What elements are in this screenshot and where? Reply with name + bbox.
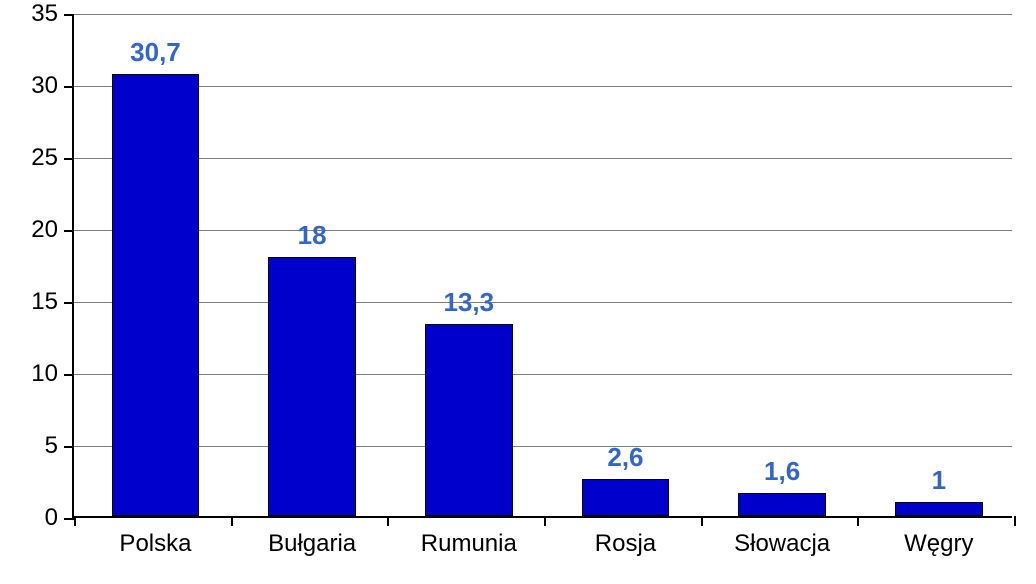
gridline: [74, 158, 1012, 159]
x-tick-label: Węgry: [904, 530, 973, 558]
bar-value-label: 2,6: [607, 442, 643, 473]
bar-value-label: 1: [932, 465, 946, 496]
bar-value-label: 18: [298, 220, 327, 251]
y-tick-label: 20: [31, 216, 58, 244]
x-tick-label: Rumunia: [421, 530, 517, 558]
y-tick-label: 10: [31, 360, 58, 388]
bar: [582, 479, 670, 516]
y-tick: [64, 446, 74, 448]
x-tick-label: Słowacja: [734, 530, 830, 558]
gridline: [74, 86, 1012, 87]
bar-chart: 0 5 10 15 20 25 30 35 30,7 Polska 18 Bułgaria 13,3 Ru…: [0, 0, 1036, 584]
x-tick: [387, 516, 389, 526]
bar: [268, 257, 356, 516]
y-tick: [64, 518, 74, 520]
gridline: [74, 14, 1012, 15]
gridline: [74, 374, 1012, 375]
x-tick-label: Polska: [119, 530, 191, 558]
y-tick-label: 30: [31, 72, 58, 100]
gridline: [74, 446, 1012, 447]
plot-area: 0510152025303530,7Polska18Bułgaria13,3Ru…: [72, 14, 1012, 518]
y-tick-label: 15: [31, 288, 58, 316]
x-tick-label: Rosja: [595, 530, 656, 558]
x-tick: [1014, 516, 1016, 526]
y-tick-label: 5: [45, 432, 58, 460]
x-tick: [701, 516, 703, 526]
bar: [425, 324, 513, 516]
x-tick: [231, 516, 233, 526]
bar-value-label: 30,7: [130, 37, 181, 68]
bar: [112, 74, 200, 516]
gridline: [74, 230, 1012, 231]
y-tick: [64, 86, 74, 88]
x-tick: [857, 516, 859, 526]
y-tick: [64, 14, 74, 16]
y-tick: [64, 302, 74, 304]
bar-value-label: 1,6: [764, 456, 800, 487]
x-tick-label: Bułgaria: [268, 530, 356, 558]
x-tick: [74, 516, 76, 526]
y-tick: [64, 158, 74, 160]
y-tick-label: 35: [31, 0, 58, 28]
y-tick-label: 0: [45, 504, 58, 532]
bar: [895, 502, 983, 516]
y-tick: [64, 374, 74, 376]
x-tick: [544, 516, 546, 526]
gridline: [74, 302, 1012, 303]
y-tick: [64, 230, 74, 232]
bar: [738, 493, 826, 516]
bar-value-label: 13,3: [443, 287, 494, 318]
y-tick-label: 25: [31, 144, 58, 172]
